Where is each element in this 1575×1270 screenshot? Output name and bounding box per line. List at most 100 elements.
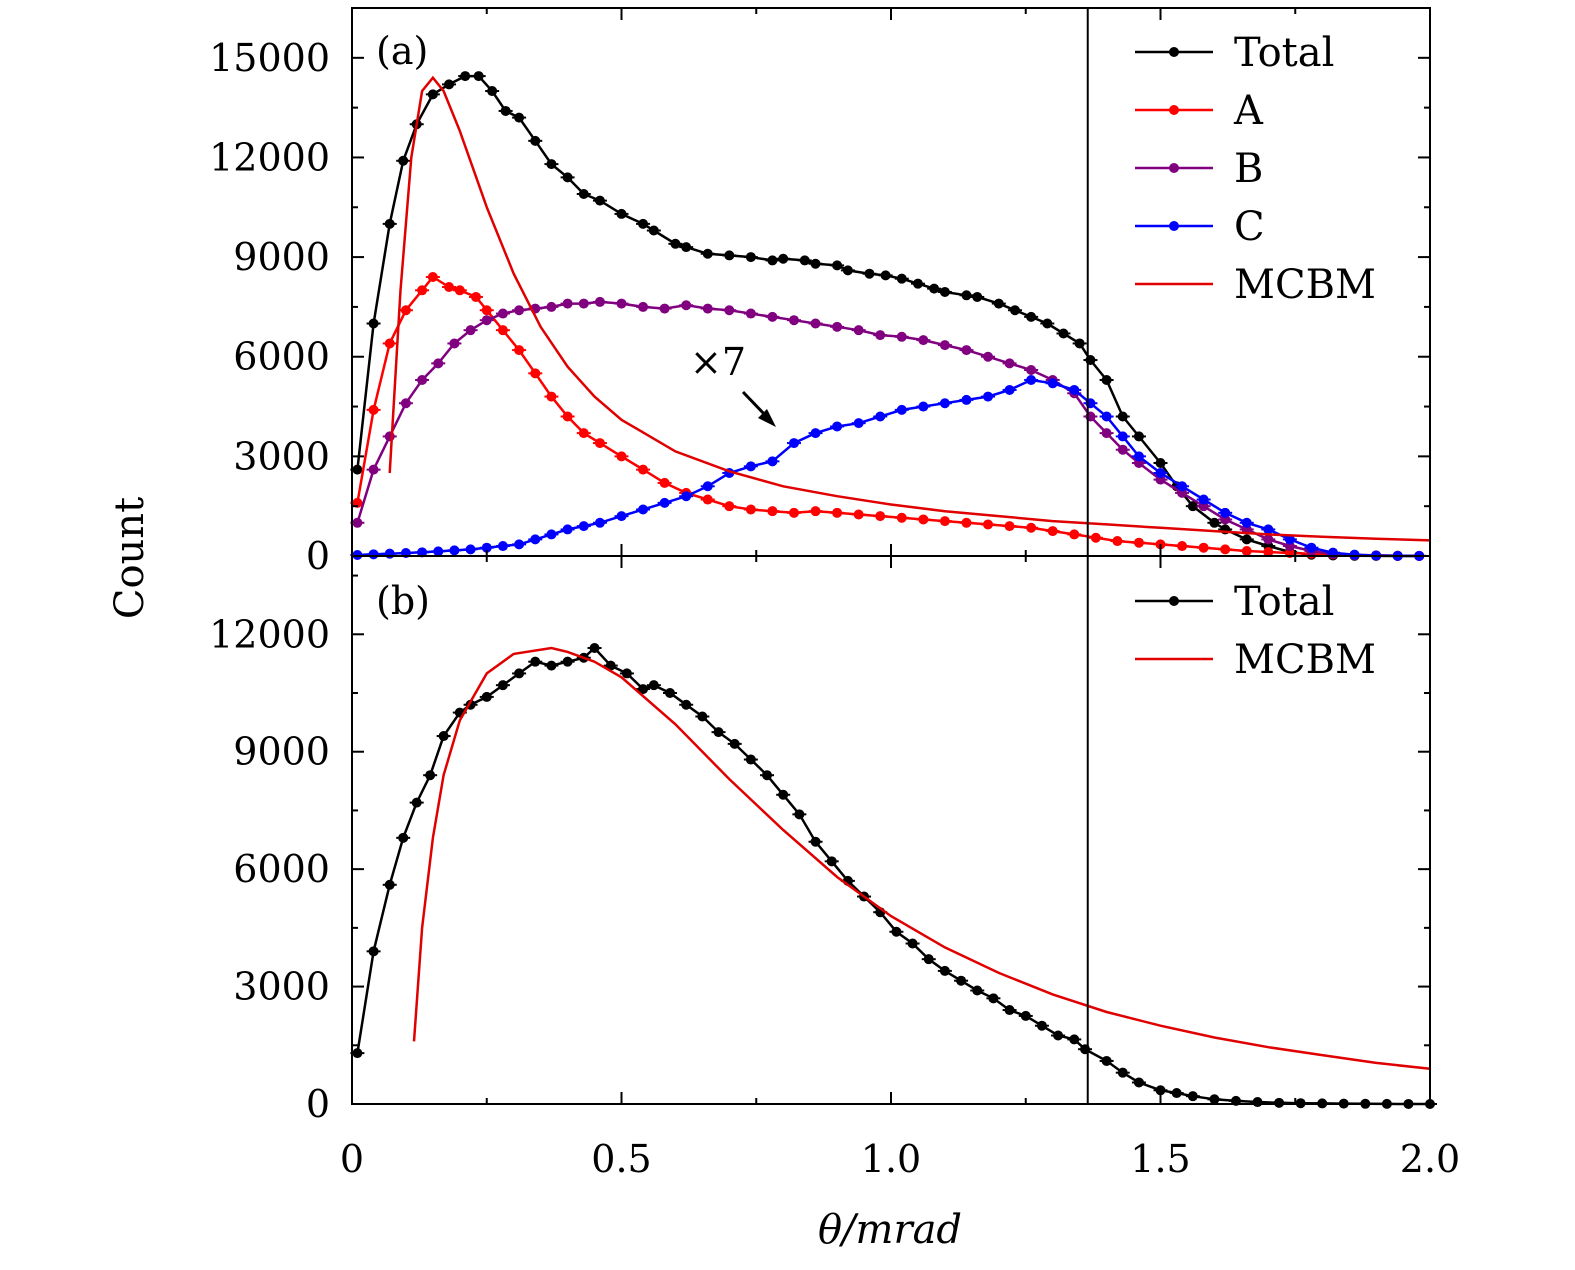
data-point-c bbox=[875, 411, 886, 422]
data-point-total bbox=[578, 188, 589, 199]
data-point-total bbox=[605, 660, 616, 671]
data-point-total bbox=[880, 270, 891, 281]
data-point-a bbox=[724, 501, 735, 512]
data-point-total bbox=[912, 278, 923, 289]
data-point-a bbox=[1090, 532, 1101, 543]
y-tick-label: 9000 bbox=[233, 235, 330, 279]
data-point-c bbox=[1284, 534, 1295, 545]
data-point-total bbox=[1009, 305, 1020, 316]
data-point-c bbox=[918, 401, 929, 412]
data-point-total bbox=[1053, 1030, 1064, 1041]
series-line-a bbox=[356, 275, 1420, 558]
data-point-b bbox=[1026, 365, 1037, 376]
data-point-c bbox=[562, 524, 573, 535]
data-point-total bbox=[398, 155, 409, 166]
data-point-total bbox=[460, 71, 471, 82]
x-axis-label: θ/mrad bbox=[818, 1207, 962, 1253]
legend-label-total: Total bbox=[1234, 30, 1334, 76]
legend-marker-b bbox=[1169, 163, 1179, 173]
data-point-total bbox=[1026, 311, 1037, 322]
data-point-a bbox=[832, 507, 843, 518]
data-point-total bbox=[1155, 458, 1166, 469]
data-point-total bbox=[1187, 1091, 1198, 1102]
data-point-c bbox=[939, 398, 950, 409]
data-point-c bbox=[384, 548, 395, 559]
data-point-total bbox=[368, 946, 379, 957]
data-point-a bbox=[562, 411, 573, 422]
legend-label-mcbm: MCBM bbox=[1234, 262, 1376, 308]
data-point-a bbox=[1263, 547, 1274, 558]
data-point-total bbox=[972, 291, 983, 302]
data-point-a bbox=[659, 477, 670, 488]
data-point-total bbox=[546, 660, 557, 671]
data-point-c bbox=[1101, 411, 1112, 422]
data-point-c bbox=[1198, 494, 1209, 505]
data-point-b bbox=[368, 464, 379, 475]
data-point-total bbox=[530, 135, 541, 146]
data-point-a bbox=[481, 305, 492, 316]
legend-label-a: A bbox=[1233, 88, 1264, 134]
data-point-total bbox=[352, 464, 363, 475]
data-point-total bbox=[368, 318, 379, 329]
data-point-a bbox=[470, 291, 481, 302]
data-point-c bbox=[1117, 431, 1128, 442]
data-point-b bbox=[983, 351, 994, 362]
data-point-total bbox=[648, 225, 659, 236]
data-point-b bbox=[1263, 534, 1274, 545]
data-point-a bbox=[939, 516, 950, 527]
data-point-total bbox=[681, 242, 692, 253]
data-point-b bbox=[400, 398, 411, 409]
data-point-a bbox=[1112, 536, 1123, 547]
data-point-a bbox=[1198, 542, 1209, 553]
data-point-a bbox=[853, 509, 864, 520]
data-point-a bbox=[530, 368, 541, 379]
legend-marker-a bbox=[1169, 105, 1179, 115]
data-point-total bbox=[1187, 501, 1198, 512]
data-point-c bbox=[1241, 517, 1252, 528]
data-point-a bbox=[594, 438, 605, 449]
data-point-total bbox=[907, 938, 918, 949]
data-point-b bbox=[1117, 444, 1128, 455]
data-point-total bbox=[562, 656, 573, 667]
data-point-total bbox=[929, 283, 940, 294]
data-point-total bbox=[481, 691, 492, 702]
y-tick-label: 12000 bbox=[209, 135, 330, 179]
data-point-total bbox=[1209, 1094, 1220, 1105]
data-point-total bbox=[972, 985, 983, 996]
data-point-total bbox=[1117, 411, 1128, 422]
data-point-c bbox=[481, 542, 492, 553]
data-point-total bbox=[891, 926, 902, 937]
series-line-mcbm bbox=[388, 75, 1431, 542]
data-point-total bbox=[767, 255, 778, 266]
data-point-total bbox=[864, 268, 875, 279]
x7-annotation: ×7 bbox=[690, 340, 746, 384]
data-point-c bbox=[1349, 549, 1360, 560]
data-point-total bbox=[810, 836, 821, 847]
series-line-c bbox=[357, 378, 1420, 558]
data-point-a bbox=[638, 464, 649, 475]
data-point-total bbox=[778, 253, 789, 264]
y-tick-label: 9000 bbox=[233, 730, 330, 774]
legend-marker-total bbox=[1169, 596, 1179, 606]
data-point-b bbox=[810, 318, 821, 329]
data-point-total bbox=[444, 79, 455, 90]
y-tick-label: 15000 bbox=[209, 36, 330, 80]
panel-a: 0 3000 6000 9000 12000 15000 (a) ×7 Total ABCM… bbox=[209, 7, 1431, 578]
data-point-total bbox=[697, 711, 708, 722]
data-point-b bbox=[546, 301, 557, 312]
data-point-total bbox=[681, 699, 692, 710]
data-point-a bbox=[896, 512, 907, 523]
data-point-b bbox=[745, 308, 756, 319]
data-point-total bbox=[384, 879, 395, 890]
data-point-a bbox=[1220, 544, 1231, 555]
data-point-total bbox=[1101, 374, 1112, 385]
data-point-c bbox=[810, 428, 821, 439]
panel-a-series bbox=[350, 71, 1431, 561]
data-point-total bbox=[1209, 517, 1220, 528]
data-point-a bbox=[368, 404, 379, 415]
data-point-c bbox=[449, 545, 460, 556]
series-line-mcbm bbox=[412, 646, 1431, 1071]
data-point-b bbox=[659, 303, 670, 314]
x7-arrow bbox=[741, 390, 776, 427]
legend-label-total: Total bbox=[1234, 579, 1334, 625]
